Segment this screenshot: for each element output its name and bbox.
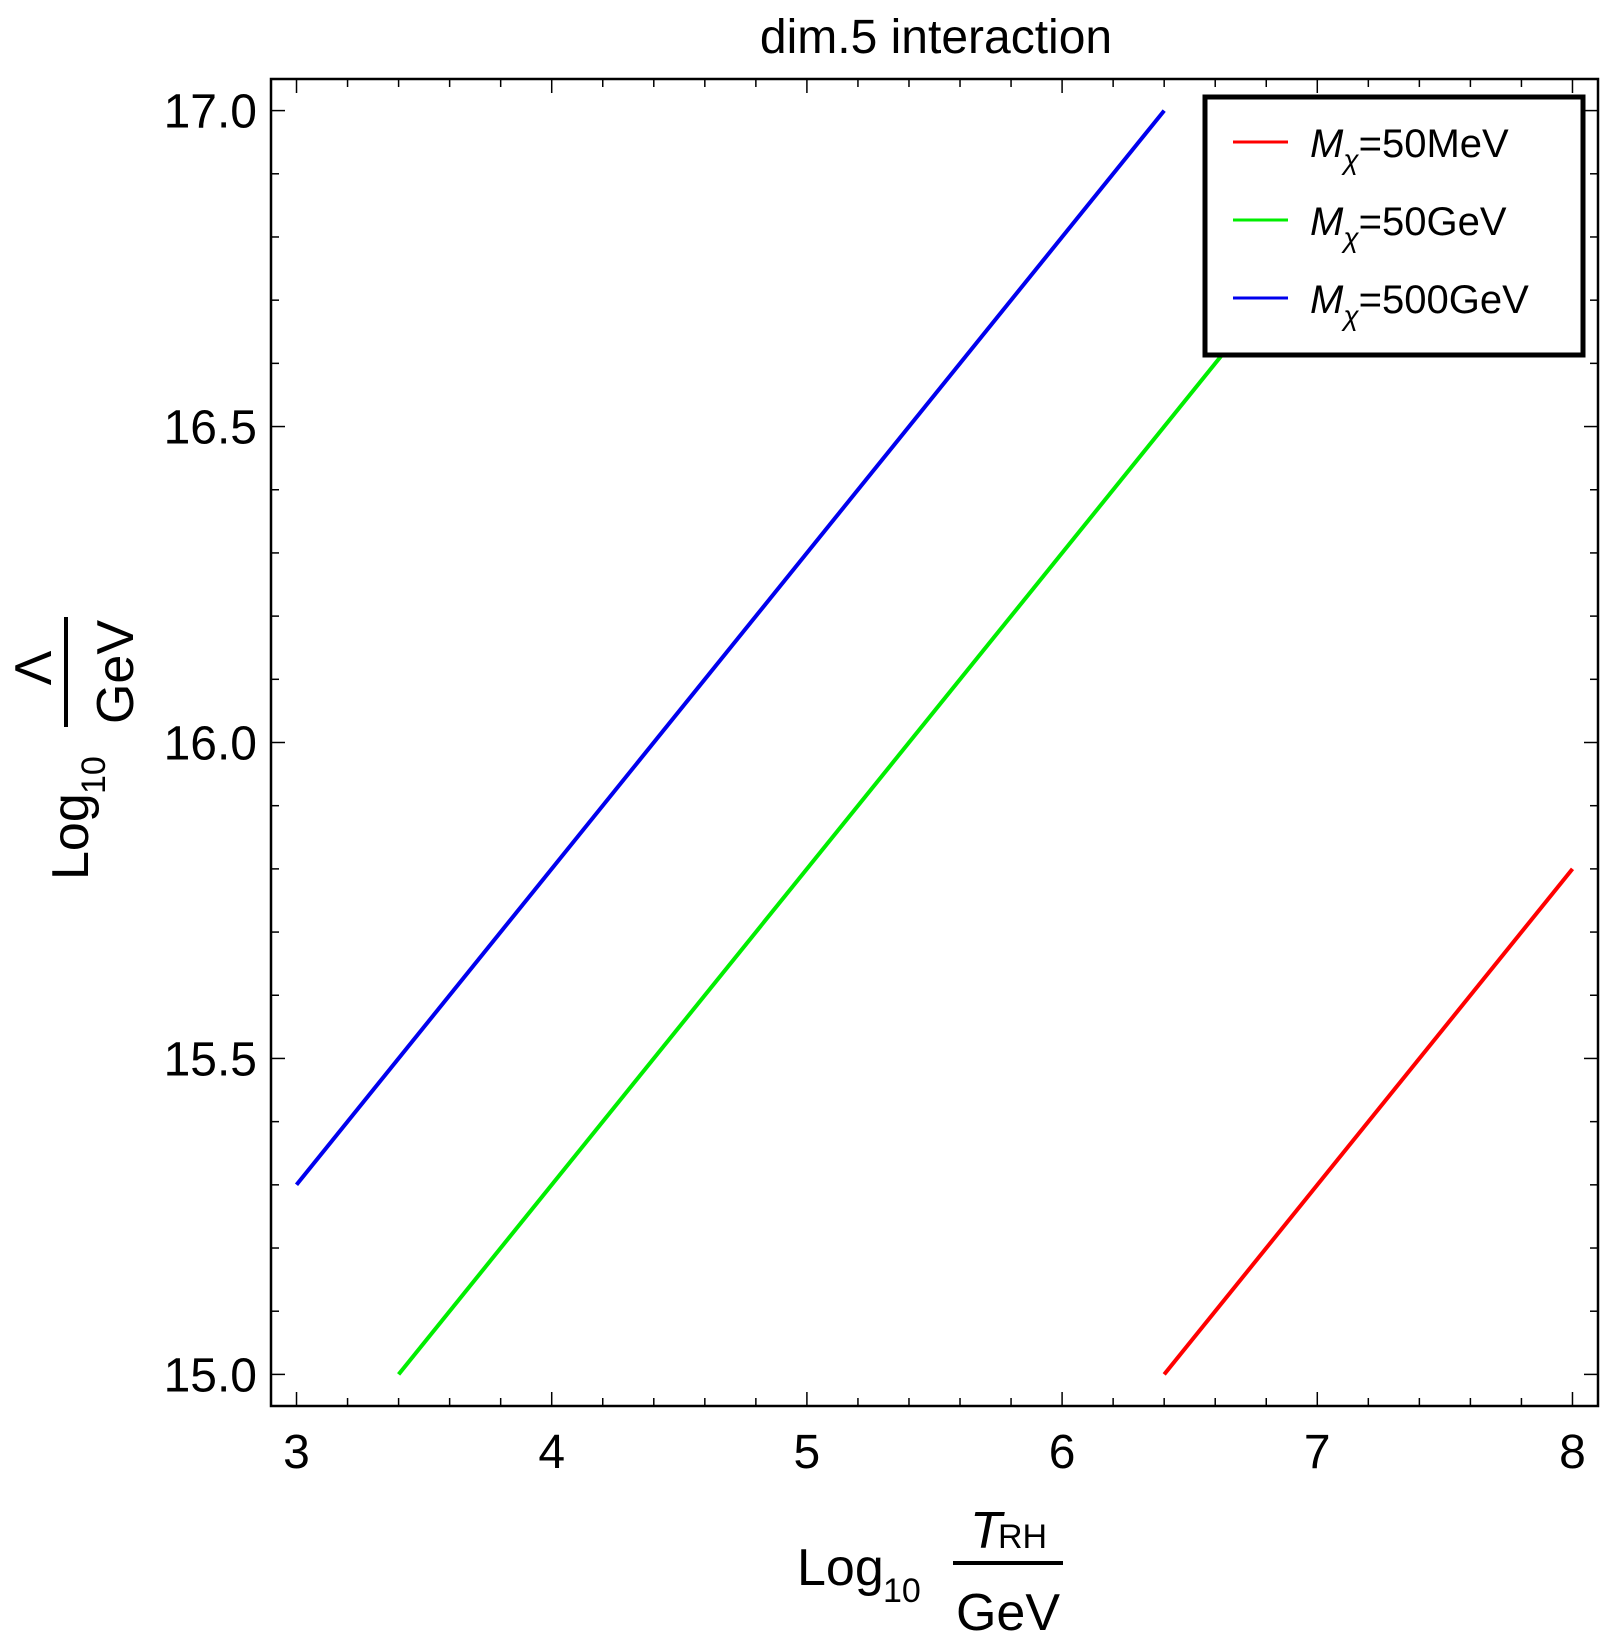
x-label-sub: 10	[883, 1572, 921, 1610]
x-tick-label: 8	[1559, 1426, 1586, 1479]
legend-box	[1202, 94, 1586, 358]
x-axis-label: Log 10 T RH GeV	[797, 1502, 1063, 1638]
x-tick-label: 4	[538, 1426, 565, 1479]
x-label-denominator: GeV	[956, 1584, 1060, 1638]
y-tick-label: 15.5	[164, 1033, 257, 1086]
y-tick-label: 16.5	[164, 402, 257, 455]
y-tick-label: 15.0	[164, 1349, 257, 1402]
y-label-sub: 10	[75, 756, 113, 794]
y-tick-labels: 15.0 15.5 16.0 16.5 17.0	[164, 86, 257, 1403]
series-line-2	[294, 109, 1166, 1187]
series-line-0	[1162, 867, 1575, 1376]
y-tick-label: 16.0	[164, 718, 257, 771]
x-label-numerator: T	[970, 1502, 1005, 1560]
x-tick-labels: 3 4 5 6 7 8	[283, 1426, 1586, 1479]
x-tick-label: 6	[1049, 1426, 1076, 1479]
chart-title: dim.5 interaction	[760, 11, 1112, 64]
x-tick-label: 3	[283, 1426, 310, 1479]
legend-label: Mχ=50GeV	[1310, 200, 1507, 253]
axis-ticks	[271, 79, 1598, 1406]
x-tick-label: 5	[794, 1426, 821, 1479]
x-tick-label: 7	[1304, 1426, 1331, 1479]
y-tick-label: 17.0	[164, 86, 257, 139]
legend-label: Mχ=500GeV	[1310, 278, 1529, 331]
legend: Mχ=50MeV Mχ=50GeV Mχ=500GeV	[1202, 94, 1586, 358]
y-label-numerator: Λ	[5, 650, 63, 685]
legend-items: Mχ=50MeV Mχ=50GeV Mχ=500GeV	[1233, 122, 1529, 331]
x-label-numerator-sub: RH	[998, 1518, 1047, 1556]
y-label-denominator: GeV	[87, 620, 145, 724]
y-label-prefix: Log	[42, 793, 100, 880]
y-axis-label: Log 10 Λ GeV	[5, 617, 145, 880]
legend-label: Mχ=50MeV	[1310, 122, 1509, 175]
x-label-prefix: Log	[797, 1539, 884, 1597]
